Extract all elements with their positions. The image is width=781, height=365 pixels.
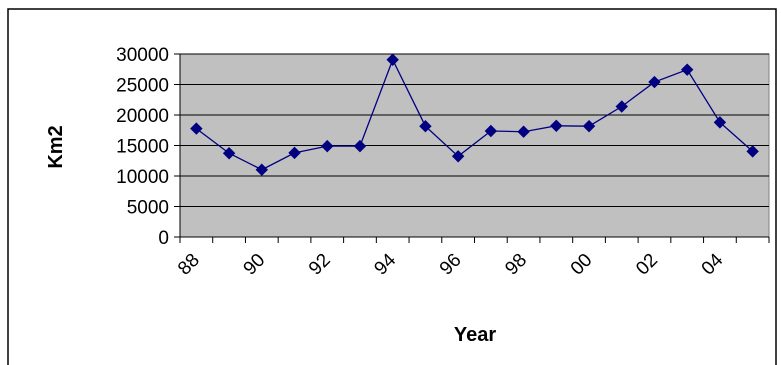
data-point xyxy=(582,119,596,133)
y-tick-label: 30000 xyxy=(116,45,169,66)
chart-frame xyxy=(7,8,777,365)
series-line xyxy=(195,58,754,171)
x-tick-label: 94 xyxy=(370,249,400,279)
data-point xyxy=(451,150,465,163)
x-axis-title: Year xyxy=(454,324,496,346)
x-tick-label: 02 xyxy=(632,250,662,280)
gridlines xyxy=(180,53,769,207)
data-point xyxy=(746,145,759,158)
y-tick-label: 20000 xyxy=(116,106,169,127)
data-point xyxy=(484,124,498,138)
x-tick-label: 90 xyxy=(240,250,270,280)
data-point xyxy=(615,100,628,113)
y-axis-title: Km2 xyxy=(45,125,67,168)
x-tick-label: 98 xyxy=(501,250,531,280)
x-tick-label: 96 xyxy=(436,250,466,280)
x-tick-label: 92 xyxy=(305,250,335,280)
data-point xyxy=(321,139,334,153)
data-point xyxy=(288,146,301,160)
data-point xyxy=(648,75,661,89)
x-tick-label: 04 xyxy=(698,249,728,279)
data-point xyxy=(419,120,432,133)
data-point xyxy=(353,139,367,153)
data-point xyxy=(713,116,727,129)
data-point xyxy=(517,125,530,138)
data-point xyxy=(386,53,399,66)
y-tick-label: 0 xyxy=(158,228,169,249)
x-tick-label: 88 xyxy=(174,250,204,280)
series-group xyxy=(190,53,759,176)
data-point xyxy=(550,119,563,133)
x-axis: 88 90 92 94 96 98 00 02 04 xyxy=(174,236,770,280)
data-point xyxy=(680,63,694,76)
data-point xyxy=(255,163,269,176)
x-tick-label: 00 xyxy=(567,250,597,280)
data-point xyxy=(190,122,203,135)
y-tick-label: 10000 xyxy=(116,167,169,188)
y-tick-label: 15000 xyxy=(116,137,169,158)
y-tick-label: 5000 xyxy=(127,198,169,219)
y-tick-label: 25000 xyxy=(116,76,169,97)
data-point xyxy=(222,147,236,160)
y-axis: 0 5000 10000 15000 20000 25000 30000 xyxy=(116,45,181,249)
